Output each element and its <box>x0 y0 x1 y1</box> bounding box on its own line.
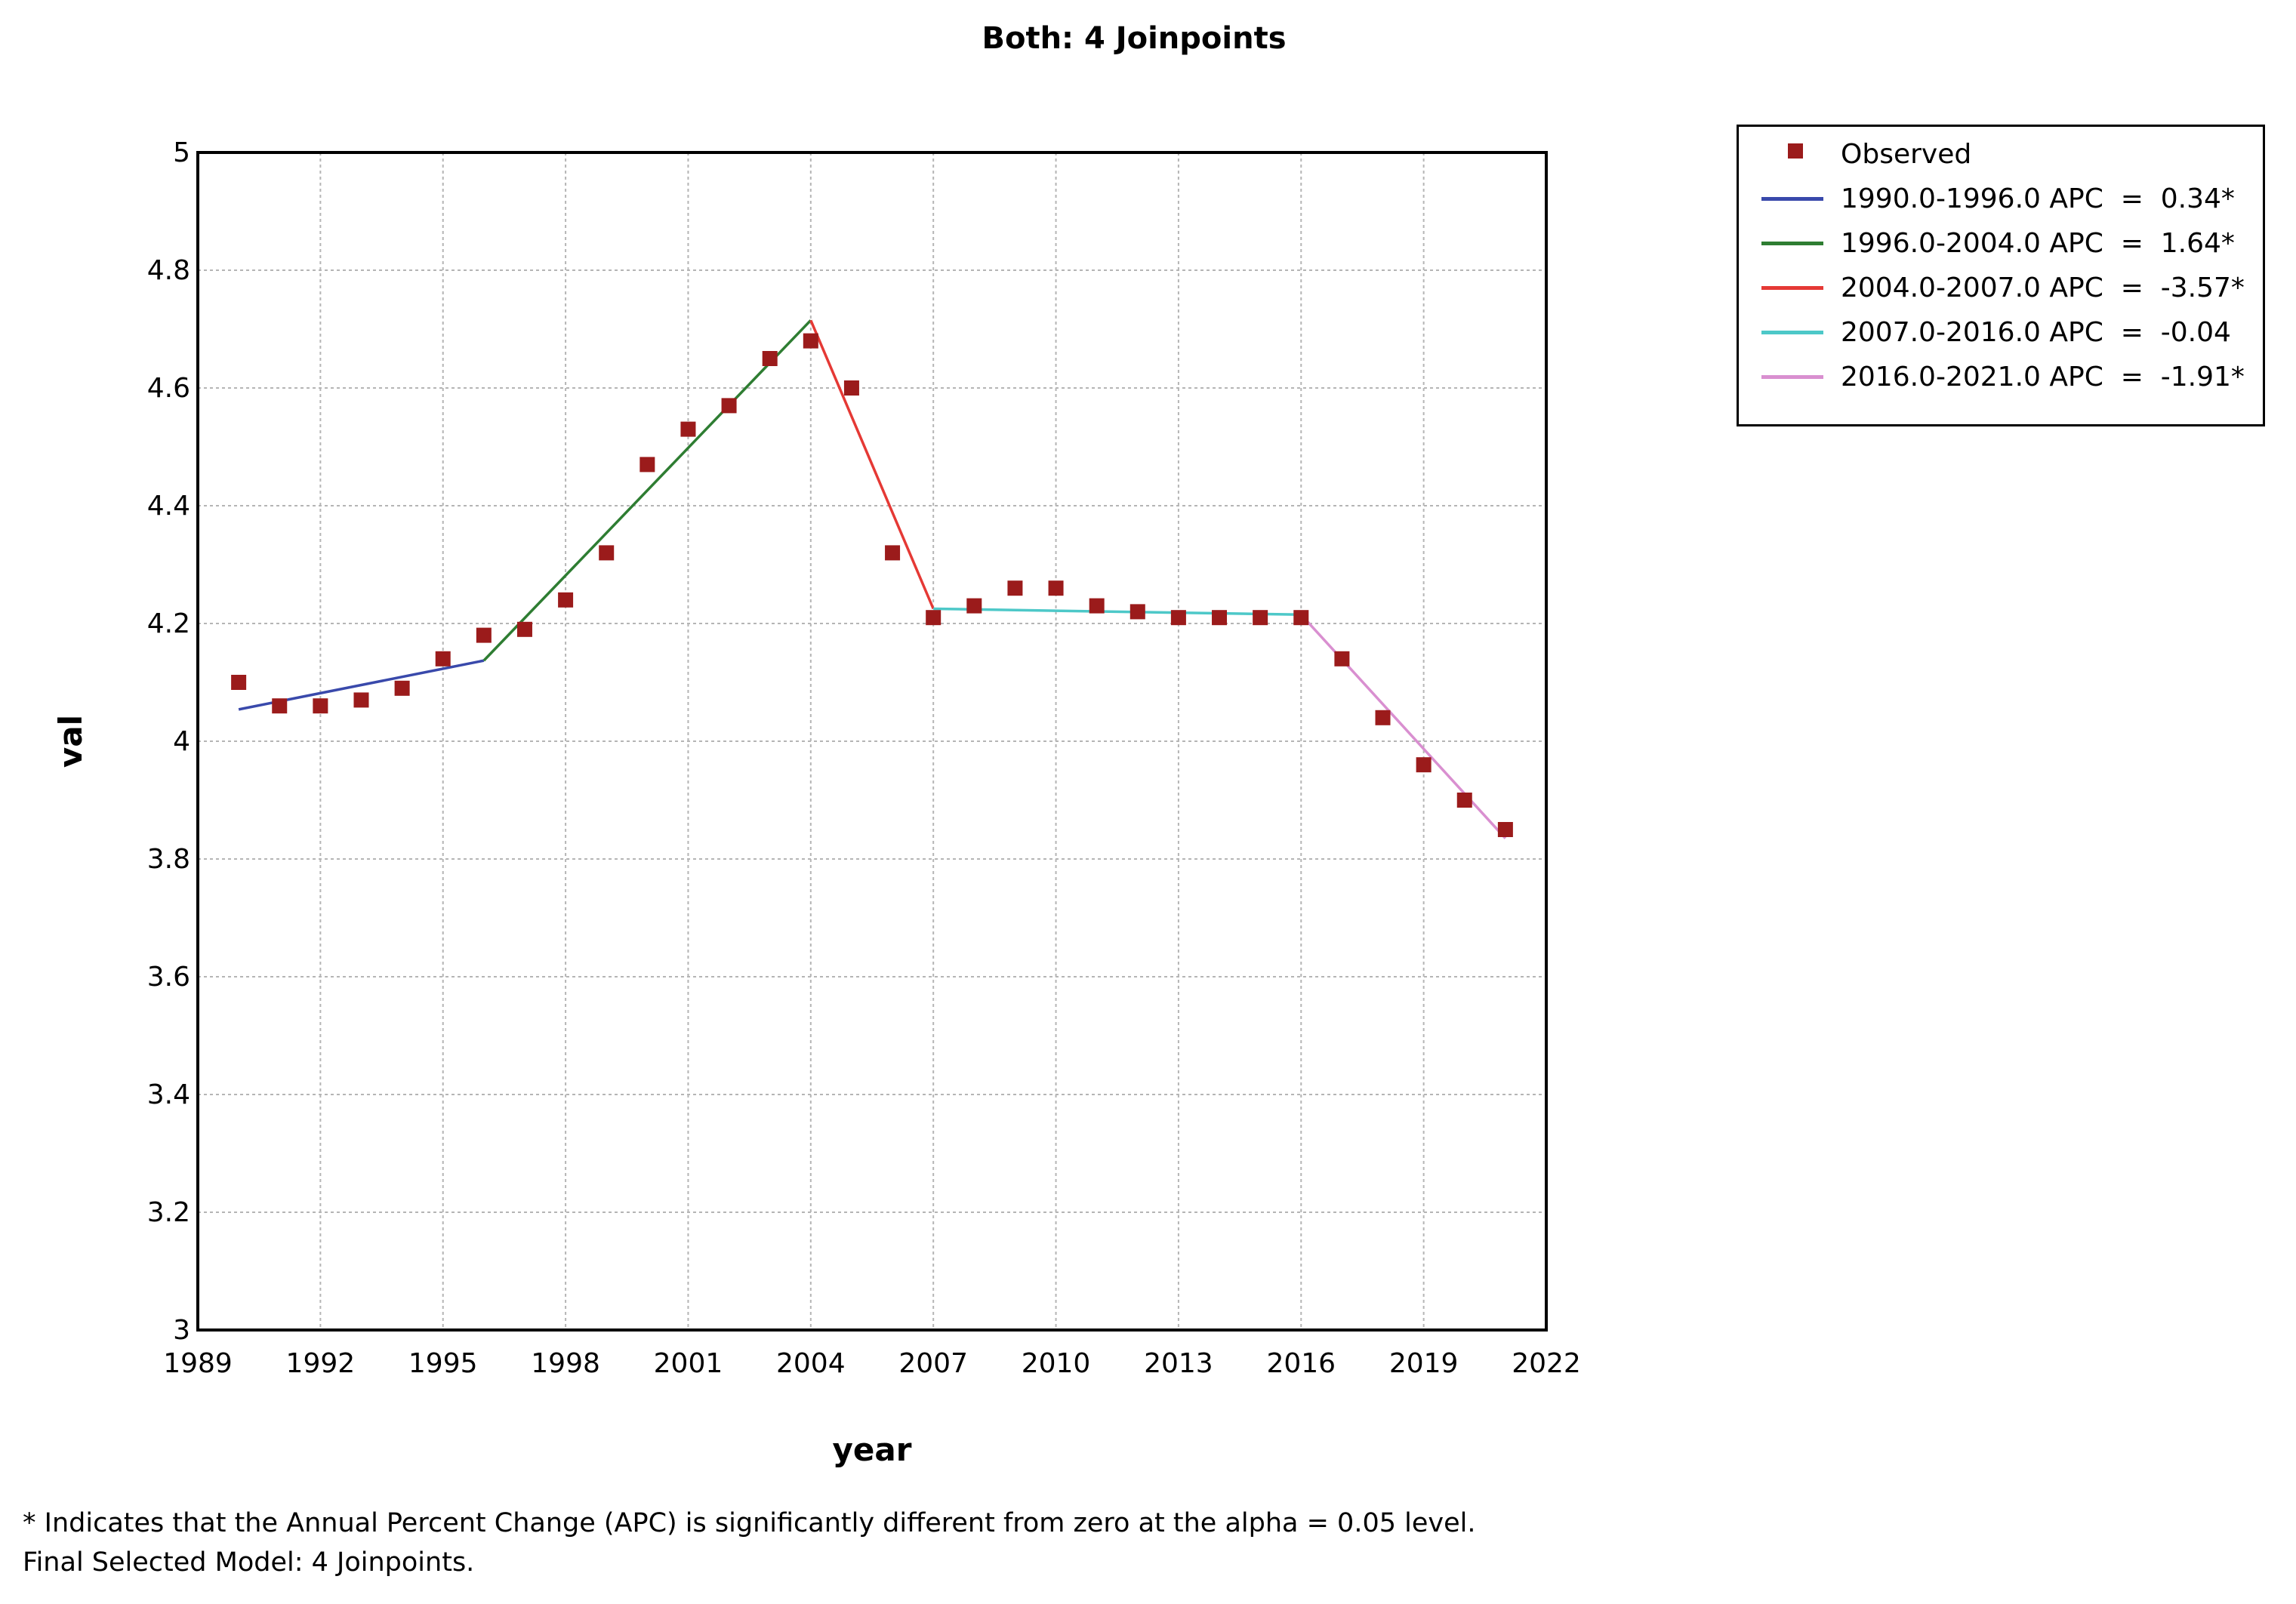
observed-point <box>721 398 737 414</box>
footnote-significance: * Indicates that the Annual Percent Chan… <box>23 1508 1476 1538</box>
trend-segment-5 <box>1299 614 1507 839</box>
y-tick-label: 3.2 <box>147 1197 190 1228</box>
segment-5-line-icon <box>1761 375 1823 379</box>
legend-item-segment-4: 2007.0-2016.0 APC = -0.04 <box>1739 312 2263 355</box>
observed-point <box>926 610 942 626</box>
legend-item-segment-2: 1996.0-2004.0 APC = 1.64* <box>1739 223 2263 266</box>
x-tick-label: 2010 <box>1022 1348 1091 1379</box>
observed-point <box>231 675 247 690</box>
y-tick-label: 3.8 <box>147 844 190 875</box>
y-tick-label: 4.8 <box>147 255 190 286</box>
segment-2-line-icon <box>1761 242 1823 245</box>
legend-label: 2016.0-2021.0 APC = -1.91* <box>1841 362 2245 393</box>
grid-lines <box>197 152 1547 1331</box>
y-tick-label: 4.2 <box>147 608 190 639</box>
observed-point <box>599 545 615 561</box>
x-tick-label: 1998 <box>531 1348 600 1379</box>
observed-point <box>1170 610 1186 626</box>
observed-point <box>353 692 369 708</box>
legend-label: 2004.0-2007.0 APC = -3.57* <box>1841 272 2245 303</box>
x-tick-label: 1995 <box>408 1348 478 1379</box>
plot-frame <box>196 151 1548 1332</box>
observed-point <box>1253 610 1268 626</box>
trend-segment-4 <box>933 607 1302 617</box>
x-tick-label: 2001 <box>654 1348 723 1379</box>
legend-item-segment-3: 2004.0-2007.0 APC = -3.57* <box>1739 268 2263 310</box>
observed-point <box>843 380 859 396</box>
y-tick-label: 5 <box>173 137 190 168</box>
x-tick-label: 1992 <box>286 1348 356 1379</box>
observed-point <box>803 333 818 349</box>
trend-segments <box>238 319 1507 839</box>
x-tick-label: 2019 <box>1389 1348 1459 1379</box>
observed-point <box>1456 793 1472 808</box>
legend-label: 1996.0-2004.0 APC = 1.64* <box>1841 228 2235 259</box>
observed-point <box>1334 651 1350 667</box>
observed-point <box>680 421 696 437</box>
x-tick-label: 2013 <box>1144 1348 1213 1379</box>
segment-1-line-icon <box>1761 197 1823 201</box>
observed-point <box>1007 580 1023 596</box>
x-axis-label: year <box>833 1431 912 1468</box>
axes: 1989 1992 1995 1998 2001 2004 2007 2010 2013 2016… <box>147 137 1581 1379</box>
observed-point <box>762 351 778 366</box>
observed-point <box>1130 604 1145 620</box>
x-tick-label: 2016 <box>1266 1348 1336 1379</box>
observed-point <box>1048 580 1064 596</box>
trend-segment-3 <box>809 319 935 610</box>
observed-point <box>516 621 532 637</box>
observed-point <box>1212 610 1228 626</box>
y-tick-label: 3 <box>173 1315 190 1346</box>
observed-point <box>272 698 288 714</box>
observed-point <box>1293 610 1309 626</box>
legend-label: 1990.0-1996.0 APC = 0.34* <box>1841 183 2235 214</box>
y-tick-label: 3.6 <box>147 962 190 993</box>
legend: Observed 1990.0-1996.0 APC = 0.34* 1996.… <box>1737 125 2265 426</box>
observed-point <box>313 698 328 714</box>
legend-item-observed: Observed <box>1739 134 2263 177</box>
observed-point <box>558 592 574 608</box>
y-tick-label: 4.4 <box>147 491 190 522</box>
x-tick-label: 1989 <box>163 1348 233 1379</box>
observed-point <box>1416 757 1432 773</box>
legend-item-segment-1: 1990.0-1996.0 APC = 0.34* <box>1739 179 2263 221</box>
segment-3-line-icon <box>1761 286 1823 290</box>
observed-point <box>435 651 451 667</box>
y-tick-label: 4 <box>173 726 190 757</box>
trend-segment-2 <box>482 319 812 662</box>
observed-point <box>885 545 901 561</box>
observed-points <box>231 333 1513 837</box>
legend-label: 2007.0-2016.0 APC = -0.04 <box>1841 317 2231 348</box>
x-tick-label: 2004 <box>776 1348 846 1379</box>
observed-point <box>476 627 492 643</box>
legend-label: Observed <box>1841 139 1972 170</box>
x-tick-label: 2007 <box>898 1348 968 1379</box>
observed-point <box>394 680 410 696</box>
observed-point <box>639 457 655 473</box>
y-tick-label: 3.4 <box>147 1079 190 1110</box>
observed-marker-icon <box>1788 143 1803 159</box>
chart-title: Both: 4 Joinpoints <box>982 21 1287 56</box>
x-tick-label: 2022 <box>1512 1348 1581 1379</box>
segment-4-line-icon <box>1761 331 1823 334</box>
observed-point <box>1497 822 1513 837</box>
y-tick-label: 4.6 <box>147 373 190 404</box>
observed-point <box>1089 598 1105 614</box>
observed-point <box>1375 710 1391 725</box>
footnote-final-model: Final Selected Model: 4 Joinpoints. <box>23 1547 475 1578</box>
legend-item-segment-5: 2016.0-2021.0 APC = -1.91* <box>1739 357 2263 399</box>
y-axis-label: val <box>52 715 89 768</box>
observed-point <box>966 598 982 614</box>
